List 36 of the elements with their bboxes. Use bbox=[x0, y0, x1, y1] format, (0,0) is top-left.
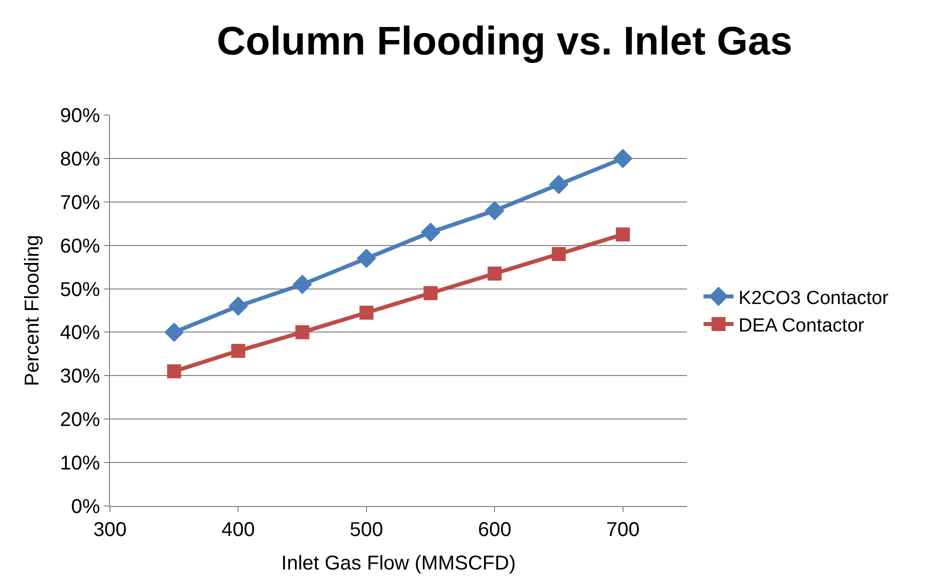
y-tick-label: 70% bbox=[60, 192, 100, 214]
y-tick-label: 0% bbox=[71, 496, 100, 518]
y-tick-label: 90% bbox=[60, 105, 100, 127]
y-tick-label: 20% bbox=[60, 409, 100, 432]
point bbox=[552, 247, 566, 262]
point bbox=[167, 364, 182, 378]
y-axis-title: Percent Flooding bbox=[21, 234, 44, 386]
point bbox=[616, 227, 630, 242]
y-tick-label: 30% bbox=[60, 366, 100, 388]
x-tick-label: 700 bbox=[606, 519, 640, 541]
x-axis-title: Inlet Gas Flow (MMSCFD) bbox=[281, 552, 516, 574]
x-tick-label: 600 bbox=[478, 519, 512, 541]
point bbox=[484, 200, 504, 220]
point bbox=[164, 322, 184, 342]
x-tick-label: 300 bbox=[93, 519, 127, 541]
point bbox=[228, 296, 248, 316]
point bbox=[231, 344, 246, 358]
point bbox=[420, 222, 440, 242]
point bbox=[613, 148, 633, 168]
point bbox=[292, 274, 312, 294]
point bbox=[549, 174, 569, 194]
point bbox=[359, 306, 374, 320]
y-tick-label: 80% bbox=[60, 148, 100, 170]
point bbox=[424, 286, 438, 300]
point bbox=[356, 248, 376, 268]
y-tick-label: 40% bbox=[60, 322, 100, 344]
point bbox=[295, 325, 310, 340]
chart-title: Column Flooding vs. Inlet Gas bbox=[216, 20, 792, 64]
point bbox=[488, 266, 502, 281]
x-tick-label: 500 bbox=[350, 519, 384, 541]
y-tick-label: 50% bbox=[60, 278, 100, 301]
x-tick-label: 400 bbox=[222, 519, 255, 541]
legend-label: K2CO3 Contactor bbox=[738, 288, 890, 309]
legend-label: DEA Contactor bbox=[738, 315, 865, 336]
y-tick-label: 60% bbox=[60, 235, 100, 258]
y-tick-label: 10% bbox=[60, 452, 100, 475]
